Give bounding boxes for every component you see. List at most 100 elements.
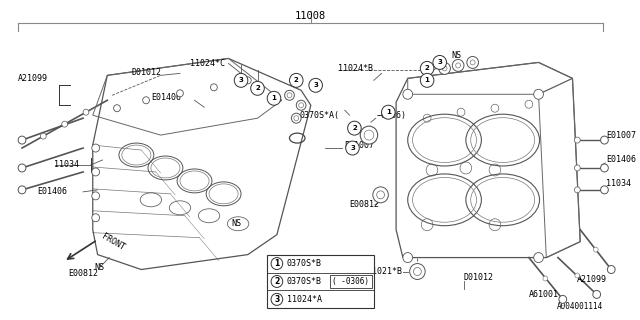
Circle shape xyxy=(271,276,283,287)
Text: 11034: 11034 xyxy=(606,180,632,188)
Text: A21099: A21099 xyxy=(18,74,48,83)
Text: D01012: D01012 xyxy=(464,273,494,282)
Bar xyxy=(268,255,374,308)
Text: NS: NS xyxy=(231,219,241,228)
Circle shape xyxy=(92,144,100,152)
Text: 2: 2 xyxy=(352,125,356,131)
Circle shape xyxy=(456,63,461,68)
Text: 1: 1 xyxy=(275,259,280,268)
Text: ( -0306): ( -0306) xyxy=(332,277,369,286)
Text: A61001: A61001 xyxy=(529,290,559,299)
Text: A21099: A21099 xyxy=(577,275,607,284)
Circle shape xyxy=(575,165,580,171)
Circle shape xyxy=(271,293,283,305)
Circle shape xyxy=(348,121,361,135)
Circle shape xyxy=(364,130,374,140)
Text: 11024*C: 11024*C xyxy=(189,59,225,68)
Circle shape xyxy=(244,77,252,84)
Text: 2: 2 xyxy=(255,85,260,91)
Text: 1: 1 xyxy=(271,95,276,101)
Text: NS: NS xyxy=(95,263,105,272)
Text: D01012: D01012 xyxy=(132,68,161,77)
Circle shape xyxy=(426,164,438,176)
Circle shape xyxy=(373,187,388,203)
Circle shape xyxy=(381,105,395,119)
Text: 1: 1 xyxy=(425,77,429,83)
Circle shape xyxy=(299,103,303,108)
Circle shape xyxy=(83,109,89,115)
Circle shape xyxy=(92,214,100,222)
Circle shape xyxy=(403,252,413,262)
Circle shape xyxy=(251,81,264,95)
Circle shape xyxy=(289,73,303,87)
Text: 3: 3 xyxy=(437,60,442,65)
Circle shape xyxy=(113,105,120,112)
Circle shape xyxy=(92,168,100,176)
Circle shape xyxy=(543,276,548,281)
Text: 11008: 11008 xyxy=(295,11,326,21)
Text: 11034: 11034 xyxy=(54,160,79,170)
Text: NS: NS xyxy=(451,51,461,60)
Text: E01007: E01007 xyxy=(345,140,375,149)
Circle shape xyxy=(489,219,500,231)
Circle shape xyxy=(420,73,434,87)
Text: FRONT: FRONT xyxy=(100,232,126,252)
Circle shape xyxy=(40,133,46,139)
Text: 0370S*B: 0370S*B xyxy=(287,277,321,286)
Circle shape xyxy=(600,186,609,194)
Text: A004001114: A004001114 xyxy=(557,302,604,311)
Text: 3: 3 xyxy=(275,295,280,304)
Text: 2: 2 xyxy=(294,77,299,83)
Circle shape xyxy=(413,268,421,276)
Bar xyxy=(330,275,372,288)
Circle shape xyxy=(491,104,499,112)
Text: E00812: E00812 xyxy=(68,269,99,278)
Text: 1: 1 xyxy=(386,109,391,115)
Circle shape xyxy=(421,219,433,231)
Text: E01007: E01007 xyxy=(606,131,636,140)
Text: E01406: E01406 xyxy=(151,93,181,102)
Circle shape xyxy=(360,126,378,144)
Circle shape xyxy=(559,295,566,303)
Text: 2: 2 xyxy=(425,65,429,71)
Circle shape xyxy=(403,89,413,99)
Circle shape xyxy=(525,100,532,108)
Circle shape xyxy=(268,91,281,105)
Circle shape xyxy=(410,264,425,279)
Circle shape xyxy=(534,89,543,99)
Circle shape xyxy=(18,164,26,172)
Text: E01406: E01406 xyxy=(606,156,636,164)
Circle shape xyxy=(600,164,609,172)
Text: -0306): -0306) xyxy=(377,111,406,120)
Circle shape xyxy=(309,78,323,92)
Circle shape xyxy=(575,187,580,193)
Text: 11024*B: 11024*B xyxy=(338,64,373,73)
Circle shape xyxy=(287,93,292,98)
Circle shape xyxy=(92,192,100,200)
Circle shape xyxy=(460,162,472,174)
Circle shape xyxy=(420,61,434,76)
Circle shape xyxy=(211,84,218,91)
Text: 11024*A: 11024*A xyxy=(287,295,321,304)
Circle shape xyxy=(442,66,447,71)
Circle shape xyxy=(143,97,150,104)
Circle shape xyxy=(452,60,464,71)
Circle shape xyxy=(534,252,543,262)
Circle shape xyxy=(489,164,500,176)
Text: 11021*B: 11021*B xyxy=(367,267,402,276)
Circle shape xyxy=(177,90,184,97)
Circle shape xyxy=(234,73,248,87)
Circle shape xyxy=(61,121,68,127)
Text: 0370S*B: 0370S*B xyxy=(287,259,321,268)
Circle shape xyxy=(575,137,580,143)
Text: 3: 3 xyxy=(239,77,243,83)
Circle shape xyxy=(457,108,465,116)
Circle shape xyxy=(470,60,475,65)
Text: 3: 3 xyxy=(313,82,318,88)
Circle shape xyxy=(607,266,615,274)
Circle shape xyxy=(291,113,301,123)
Circle shape xyxy=(377,191,385,199)
Circle shape xyxy=(296,100,306,110)
Circle shape xyxy=(423,114,431,122)
Text: 2: 2 xyxy=(275,277,280,286)
